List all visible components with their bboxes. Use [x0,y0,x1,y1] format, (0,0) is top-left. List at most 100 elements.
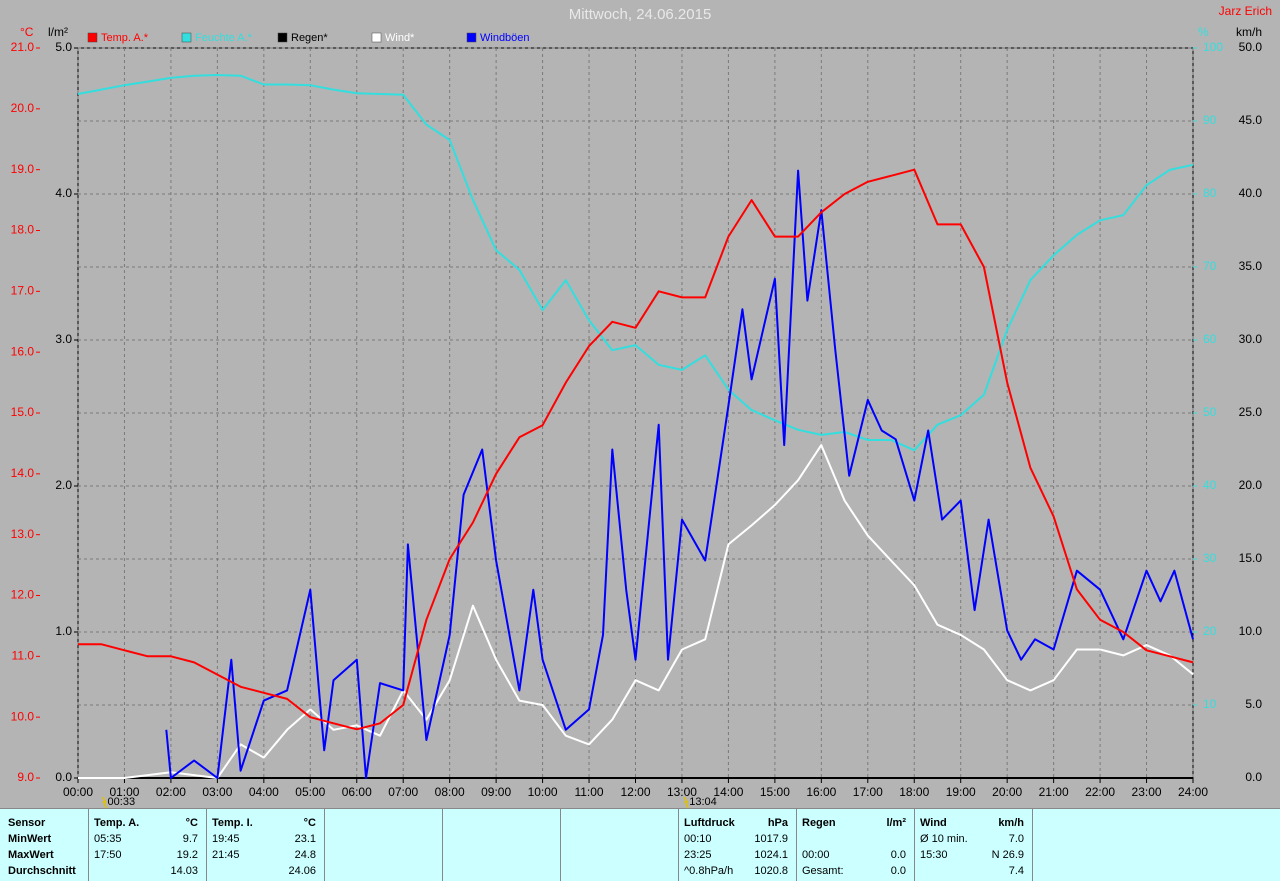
group-title: Wind [920,817,947,829]
x-tick-label: 08:00 [435,785,465,799]
cell-value: N 26.9 [992,849,1024,861]
y-tick-label: 11.0 [12,649,35,663]
cell-label: 00:00 [802,849,830,861]
y2-tick-label: 70 [1203,259,1217,273]
legend-label: Regen* [291,32,328,44]
cell-value: 24.8 [295,849,316,861]
y2-tick-label: 40 [1203,478,1217,492]
group-title: Regen [802,817,836,829]
y3-tick-label: 35.0 [1239,259,1263,273]
group-unit: °C [304,817,316,829]
y-tick-label: 19.0 [11,162,35,176]
cell-label: 15:30 [920,849,948,861]
y-tick-label: 10.0 [11,709,35,723]
y-tick-label: 14.0 [11,466,35,480]
row-label: MinWert [8,833,52,845]
y3-tick-label: 15.0 [1239,551,1263,565]
y2-tick-label: 100 [1203,40,1223,54]
table-header: Sensor [8,817,46,829]
y-tick-label: 17.0 [11,284,35,298]
cell-value: 14.03 [170,865,198,877]
x-tick-label: 11:00 [574,785,603,799]
rain-axis-unit: l/m² [48,25,68,39]
y3-axis-unit: km/h [1236,25,1262,39]
y2-tick-label: 30 [1203,551,1217,565]
cell-label: Ø 10 min. [920,833,968,845]
group-title: Temp. I. [212,817,253,829]
event-marker [101,796,108,809]
table-lines [0,808,1280,881]
x-tick-label: 23:00 [1132,785,1162,799]
x-tick-label: 03:00 [202,785,232,799]
cell-value: 19.2 [177,849,198,861]
event-marker [683,796,689,809]
y-tick-label: 15.0 [11,405,35,419]
cell-label: 19:45 [212,833,240,845]
y-tick-label: 9.0 [17,770,34,784]
legend-label: Temp. A.* [101,32,149,44]
x-tick-label: 09:00 [481,785,511,799]
y-axis-unit: °C [20,25,34,39]
author: Jarz Erich [1219,4,1272,18]
row-label: Durchschnitt [8,865,76,877]
y2-tick-label: 50 [1203,405,1217,419]
x-tick-label: 15:00 [760,785,790,799]
y2-tick-label: 60 [1203,332,1217,346]
legend-label: Wind* [385,32,415,44]
x-tick-label: 17:00 [853,785,883,799]
group-unit: °C [186,817,198,829]
legend-swatch [466,32,477,43]
y3-tick-label: 40.0 [1239,186,1263,200]
rain-tick-label: 4.0 [55,186,72,200]
y2-axis-unit: % [1198,25,1209,39]
row-label: MaxWert [8,849,54,861]
y3-tick-label: 0.0 [1245,770,1262,784]
x-tick-label: 12:00 [620,785,650,799]
y3-tick-label: 10.0 [1239,624,1263,638]
legend-swatch [277,32,288,43]
series-line [78,444,1194,779]
y2-tick-label: 10 [1203,697,1217,711]
cell-label: 23:25 [684,849,712,861]
y-tick-label: 21.0 [11,40,35,54]
rain-tick-label: 2.0 [55,478,72,492]
x-tick-label: 01:00 [109,785,139,799]
legend-swatch [181,32,192,43]
rain-tick-label: 5.0 [55,40,72,54]
table-background [0,808,1280,881]
x-tick-label: 07:00 [388,785,418,799]
x-tick-label: 14:00 [713,785,743,799]
cell-value: 7.4 [1009,865,1024,877]
x-tick-label: 16:00 [806,785,836,799]
y-tick-label: 18.0 [11,223,35,237]
series-line [78,168,1194,731]
cell-label: 05:35 [94,833,122,845]
event-label: 00:33 [108,796,136,808]
x-tick-label: 20:00 [992,785,1022,799]
cell-value: 7.0 [1009,833,1024,845]
group-unit: l/m² [886,817,906,829]
cell-value: 1017.9 [754,833,788,845]
cell-value: 9.7 [183,833,198,845]
y-tick-label: 12.0 [11,588,35,602]
y-tick-label: 20.0 [11,101,35,115]
x-tick-label: 02:00 [156,785,186,799]
chart-title: Mittwoch, 24.06.2015 [569,6,712,23]
y3-tick-label: 30.0 [1239,332,1263,346]
x-tick-label: 10:00 [528,785,558,799]
y-tick-label: 13.0 [11,527,35,541]
x-tick-label: 13:00 [667,785,697,799]
x-tick-label: 18:00 [899,785,929,799]
x-tick-label: 06:00 [342,785,372,799]
y2-tick-label: 80 [1203,186,1217,200]
x-tick-label: 05:00 [295,785,325,799]
x-tick-label: 21:00 [1039,785,1069,799]
rain-tick-label: 1.0 [55,624,72,638]
y3-tick-label: 20.0 [1239,478,1263,492]
y3-tick-label: 5.0 [1245,697,1262,711]
cell-value: 1020.8 [754,865,788,877]
cell-label: 17:50 [94,849,122,861]
cell-value: 24.06 [288,865,316,877]
